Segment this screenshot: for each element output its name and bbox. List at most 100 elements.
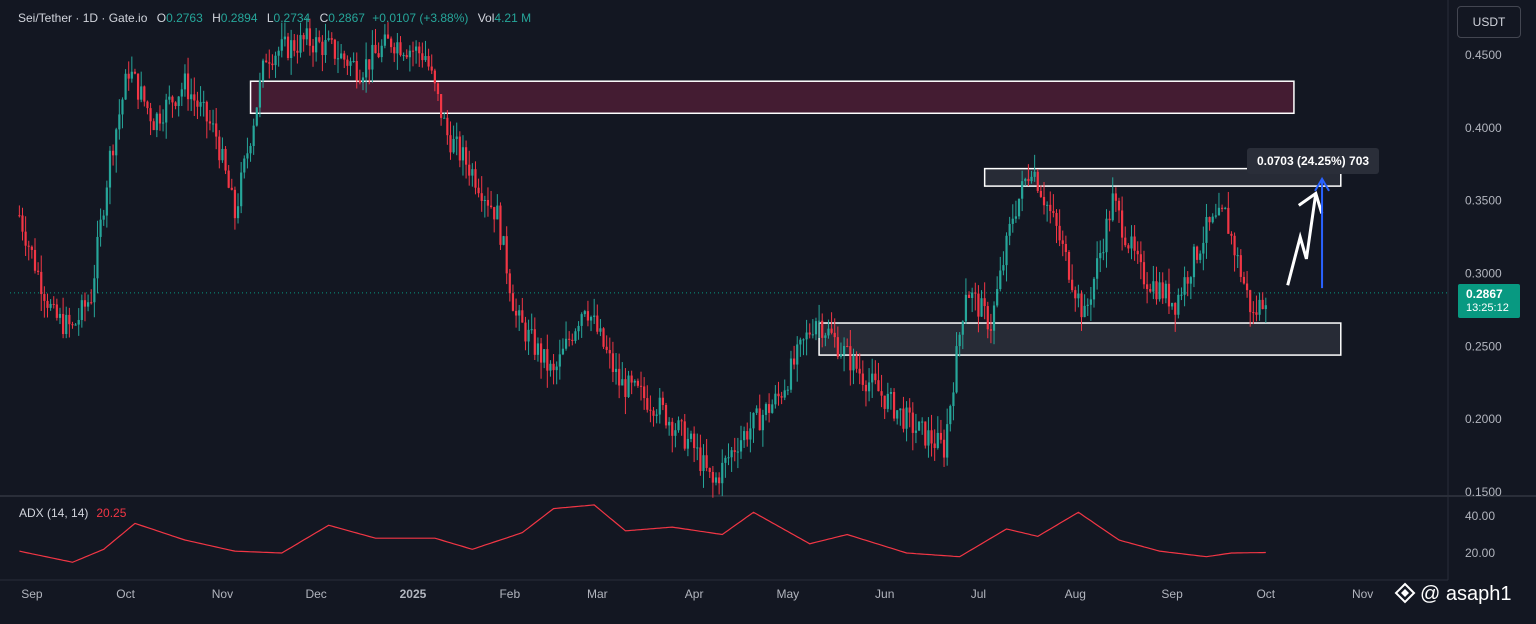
candle-body bbox=[611, 353, 615, 372]
candle bbox=[1252, 301, 1255, 325]
measure-arrow-head bbox=[1314, 176, 1330, 192]
candle-body bbox=[411, 50, 415, 52]
candle bbox=[1042, 182, 1046, 215]
candle bbox=[896, 410, 899, 425]
candle bbox=[911, 402, 914, 451]
candle-body bbox=[886, 393, 889, 409]
candle bbox=[246, 137, 249, 169]
x-tick-label: Jun bbox=[875, 587, 894, 601]
candle bbox=[452, 125, 455, 154]
candle bbox=[1036, 169, 1039, 193]
candle bbox=[933, 429, 936, 461]
candle bbox=[290, 29, 293, 75]
candle-body bbox=[1124, 237, 1127, 246]
candle bbox=[215, 108, 218, 150]
candle bbox=[1064, 235, 1067, 261]
candle-body bbox=[480, 193, 483, 201]
watermark-text: @ asaph1 bbox=[1420, 583, 1512, 605]
candle bbox=[917, 421, 921, 432]
candle bbox=[980, 290, 983, 317]
candle-body bbox=[1146, 284, 1149, 290]
candle bbox=[1258, 292, 1261, 321]
candle-body bbox=[614, 368, 618, 372]
candle-body bbox=[999, 270, 1002, 290]
candle-body bbox=[505, 236, 508, 274]
x-tick-label: Feb bbox=[499, 587, 520, 601]
x-tick-label: Oct bbox=[1256, 587, 1275, 601]
candle bbox=[964, 278, 968, 324]
candle-body bbox=[449, 135, 452, 153]
candle bbox=[280, 22, 283, 58]
symbol-header: Sei/Tether · 1D · Gate.io O0.2763 H0.289… bbox=[18, 11, 531, 25]
candle bbox=[1014, 200, 1017, 223]
candle-body bbox=[324, 40, 327, 56]
candle-body bbox=[1027, 178, 1030, 182]
candle-body bbox=[861, 373, 864, 385]
candle-body bbox=[99, 219, 102, 237]
candle bbox=[177, 96, 180, 117]
candle-body bbox=[964, 294, 968, 322]
candle-body bbox=[971, 292, 974, 298]
candle bbox=[958, 332, 961, 357]
candle-body bbox=[218, 136, 221, 161]
candle bbox=[440, 94, 443, 126]
candle-body bbox=[246, 153, 249, 159]
candle-body bbox=[1099, 252, 1102, 259]
candle-body bbox=[1042, 196, 1046, 206]
candle-body bbox=[1183, 277, 1186, 295]
x-tick-label: Oct bbox=[116, 587, 135, 601]
candle bbox=[208, 109, 212, 131]
low-value: 0.2734 bbox=[273, 11, 311, 25]
candle-body bbox=[608, 350, 611, 354]
candle-body bbox=[18, 215, 21, 217]
candle-body bbox=[471, 169, 474, 176]
candle bbox=[318, 30, 321, 44]
candle-body bbox=[683, 421, 686, 449]
candle bbox=[858, 353, 861, 385]
candle bbox=[464, 140, 468, 179]
candle bbox=[1111, 177, 1114, 222]
candle bbox=[624, 368, 627, 415]
candle bbox=[202, 90, 205, 117]
candle bbox=[1058, 209, 1061, 247]
candle bbox=[586, 300, 590, 327]
candle bbox=[802, 338, 805, 356]
candle-body bbox=[714, 477, 718, 483]
candle bbox=[727, 443, 730, 466]
candle-body bbox=[564, 338, 568, 349]
candle bbox=[961, 320, 964, 350]
candle bbox=[833, 318, 836, 348]
candle-body bbox=[368, 59, 371, 70]
candle-body bbox=[136, 73, 140, 100]
candle-body bbox=[699, 447, 702, 471]
candle-body bbox=[1164, 283, 1167, 299]
candle-body bbox=[1086, 304, 1089, 306]
candle bbox=[115, 127, 118, 173]
candle-body bbox=[318, 37, 321, 42]
candle bbox=[436, 82, 440, 101]
candle bbox=[343, 50, 346, 69]
candle-body bbox=[268, 62, 271, 64]
candle-body bbox=[68, 314, 71, 325]
candle bbox=[855, 351, 858, 373]
candle-body bbox=[927, 430, 930, 446]
candle-body bbox=[1052, 211, 1055, 213]
candle bbox=[633, 379, 636, 387]
candle-body bbox=[568, 338, 571, 340]
zone-box-1 bbox=[249, 80, 1295, 115]
candle bbox=[449, 121, 452, 160]
candle bbox=[111, 144, 115, 166]
candle-body bbox=[186, 73, 190, 100]
candle-body bbox=[202, 101, 205, 103]
candle-body bbox=[896, 410, 899, 419]
candle-body bbox=[1174, 302, 1177, 315]
candle-body bbox=[440, 94, 443, 118]
candle-body bbox=[493, 207, 496, 220]
candle bbox=[224, 146, 227, 175]
candle bbox=[930, 414, 933, 457]
candle-body bbox=[243, 158, 246, 173]
y-tick-label: 0.1500 bbox=[1465, 485, 1502, 499]
candle bbox=[1130, 225, 1133, 260]
currency-button[interactable]: USDT bbox=[1457, 6, 1521, 38]
